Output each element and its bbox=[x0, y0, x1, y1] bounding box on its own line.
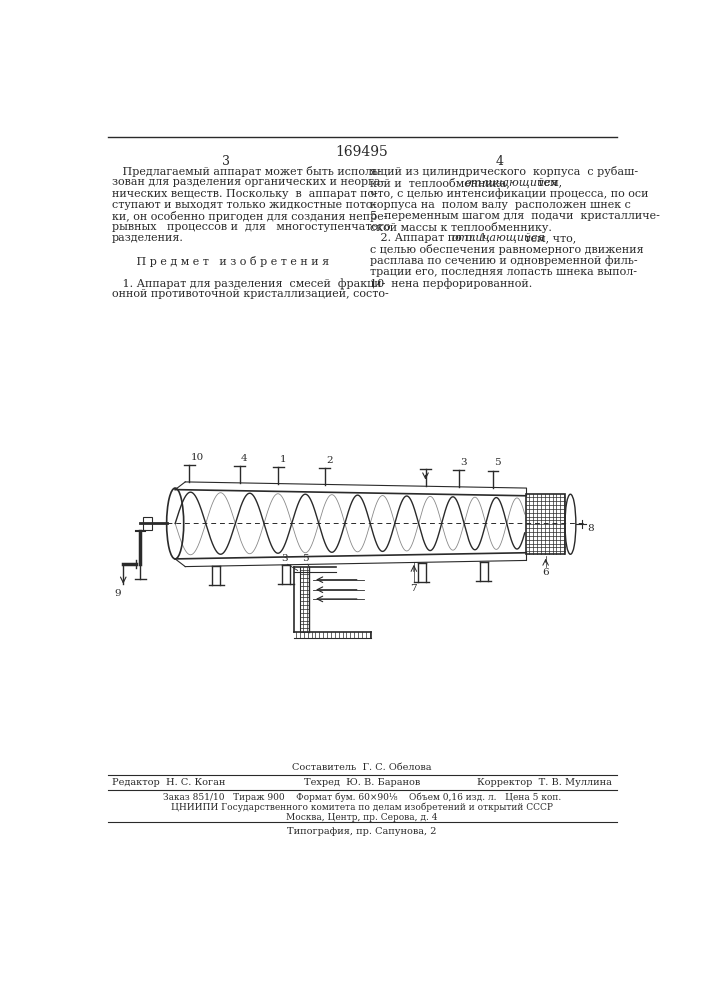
Text: 1: 1 bbox=[280, 455, 286, 464]
Text: Москва, Центр, пр. Серова, д. 4: Москва, Центр, пр. Серова, д. 4 bbox=[286, 813, 438, 822]
Text: 4: 4 bbox=[495, 155, 503, 168]
Text: 5: 5 bbox=[494, 458, 501, 467]
Text: 8: 8 bbox=[588, 524, 594, 533]
Text: отличающийся: отличающийся bbox=[464, 177, 558, 188]
Text: 4: 4 bbox=[241, 454, 247, 463]
Text: 169495: 169495 bbox=[336, 145, 388, 159]
Text: онной противоточной кристаллизацией, состо-: онной противоточной кристаллизацией, сос… bbox=[112, 289, 388, 299]
Text: 6: 6 bbox=[542, 568, 549, 577]
Text: корпуса на  полом валу  расположен шнек с: корпуса на полом валу расположен шнек с bbox=[370, 200, 631, 210]
Text: П р е д м е т   и з о б р е т е н и я: П р е д м е т и з о б р е т е н и я bbox=[112, 256, 329, 267]
Text: ступают и выходят только жидкостные пото-: ступают и выходят только жидкостные пото… bbox=[112, 200, 375, 210]
Text: ящий из цилиндрического  корпуса  с рубаш-: ящий из цилиндрического корпуса с рубаш- bbox=[370, 166, 638, 177]
Text: трации его, последняя лопасть шнека выпол-: трации его, последняя лопасть шнека выпо… bbox=[370, 267, 637, 277]
Text: отличающийся: отличающийся bbox=[451, 233, 545, 243]
Text: расплава по сечению и одновременной филь-: расплава по сечению и одновременной филь… bbox=[370, 256, 637, 266]
Text: Предлагаемый аппарат может быть исполь-: Предлагаемый аппарат может быть исполь- bbox=[112, 166, 381, 177]
Text: что, с целью интенсификации процесса, по оси: что, с целью интенсификации процесса, по… bbox=[370, 189, 648, 199]
Bar bbox=[143, 517, 152, 530]
Text: 9: 9 bbox=[115, 589, 121, 598]
Text: 10: 10 bbox=[191, 453, 204, 462]
Text: 3: 3 bbox=[221, 155, 230, 168]
Text: 3: 3 bbox=[281, 554, 288, 563]
Text: с целью обеспечения равномерного движения: с целью обеспечения равномерного движени… bbox=[370, 244, 643, 255]
Text: рывных   процессов и  для   многоступенчатого: рывных процессов и для многоступенчатого bbox=[112, 222, 390, 232]
Text: тем,: тем, bbox=[534, 177, 562, 187]
Text: 10  нена перфорированной.: 10 нена перфорированной. bbox=[370, 278, 532, 289]
Text: Составитель  Г. С. Обелова: Составитель Г. С. Обелова bbox=[292, 763, 432, 772]
Text: 2: 2 bbox=[327, 456, 333, 465]
Text: тем, что,: тем, что, bbox=[521, 233, 576, 243]
Text: 7: 7 bbox=[411, 584, 417, 593]
Text: ЦНИИПИ Государственного комитета по делам изобретений и открытий СССР: ЦНИИПИ Государственного комитета по дела… bbox=[171, 803, 553, 812]
Text: 1. Аппарат для разделения  смесей  фракци-: 1. Аппарат для разделения смесей фракци- bbox=[112, 278, 385, 289]
Text: 3: 3 bbox=[460, 458, 467, 467]
Text: зован для разделения органических и неорга-: зован для разделения органических и неор… bbox=[112, 177, 384, 187]
Text: нических веществ. Поскольку  в  аппарат по-: нических веществ. Поскольку в аппарат по… bbox=[112, 189, 378, 199]
Text: Заказ 851/10   Тираж 900    Формат бум. 60×90¹⁄₈    Объем 0,16 изд. л.   Цена 5 : Заказ 851/10 Тираж 900 Формат бум. 60×90… bbox=[163, 793, 561, 802]
Text: ки, он особенно пригоден для создания непре-: ки, он особенно пригоден для создания не… bbox=[112, 211, 387, 222]
Text: 5  переменным шагом для  подачи  кристалличе-: 5 переменным шагом для подачи кристаллич… bbox=[370, 211, 660, 221]
Text: Редактор  Н. С. Коган: Редактор Н. С. Коган bbox=[112, 778, 225, 787]
Text: 5: 5 bbox=[302, 554, 309, 563]
Text: Техред  Ю. В. Баранов: Техред Ю. В. Баранов bbox=[304, 778, 420, 787]
Text: Корректор  Т. В. Муллина: Корректор Т. В. Муллина bbox=[477, 778, 612, 787]
Text: разделения.: разделения. bbox=[112, 233, 184, 243]
Text: 2. Аппарат по п. 1,: 2. Аппарат по п. 1, bbox=[370, 233, 493, 243]
Text: ской массы к теплообменнику.: ской массы к теплообменнику. bbox=[370, 222, 551, 233]
Text: Типография, пр. Сапунова, 2: Типография, пр. Сапунова, 2 bbox=[287, 827, 437, 836]
Text: кой и  теплообменника,: кой и теплообменника, bbox=[370, 177, 513, 188]
Bar bbox=[526, 494, 565, 554]
